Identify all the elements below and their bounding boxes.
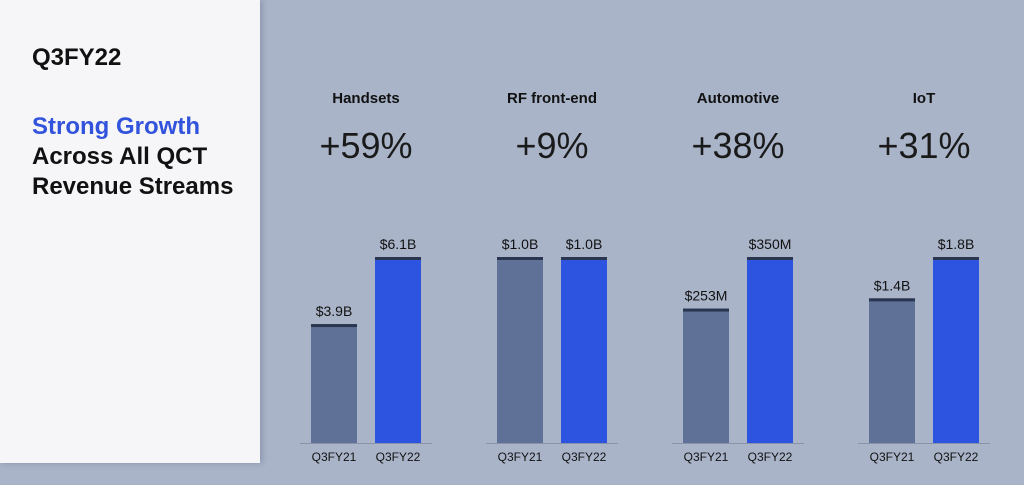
bar	[561, 257, 607, 443]
category-label: Q3FY22	[748, 450, 793, 464]
segment-growth-iot: +31%	[877, 125, 970, 166]
segment-growth-rf-front-end: +9%	[515, 125, 588, 166]
sidebar-panel: Q3FY22 Strong Growth Across All QCT Reve…	[0, 0, 260, 463]
bar	[683, 308, 729, 443]
bar	[311, 324, 357, 443]
headline-rest: Across All QCT Revenue Streams	[32, 143, 234, 200]
segment-title-automotive: Automotive	[697, 90, 780, 107]
headline-accent: Strong Growth	[32, 113, 200, 140]
category-label: Q3FY21	[684, 450, 729, 464]
segment-title-rf-front-end: RF front-end	[507, 90, 597, 107]
bar-cap	[311, 324, 357, 328]
bar-value-label: $1.8B	[938, 236, 975, 252]
bar-cap	[497, 257, 543, 260]
bar	[869, 298, 915, 443]
bar-value-label: $1.0B	[502, 236, 539, 252]
category-label: Q3FY21	[498, 450, 543, 464]
bar-cap	[747, 257, 793, 260]
segment-title-handsets: Handsets	[332, 90, 400, 107]
bar	[375, 257, 421, 443]
bar	[747, 257, 793, 443]
segment-title-iot: IoT	[913, 90, 936, 107]
segment-growth-automotive: +38%	[691, 125, 784, 166]
bar-cap	[933, 257, 979, 260]
bar	[933, 257, 979, 443]
bar-cap	[561, 257, 607, 260]
bar-cap	[683, 308, 729, 312]
period-title: Q3FY22	[32, 44, 122, 71]
bar-value-label: $3.9B	[316, 303, 353, 319]
bar-value-label: $1.0B	[566, 236, 603, 252]
bar-value-label: $6.1B	[380, 236, 417, 252]
category-label: Q3FY22	[376, 450, 421, 464]
headline: Strong Growth Across All QCT Revenue Str…	[32, 112, 252, 202]
category-label: Q3FY22	[562, 450, 607, 464]
segment-growth-handsets: +59%	[319, 125, 412, 166]
bar-value-label: $350M	[749, 236, 792, 252]
category-label: Q3FY21	[312, 450, 357, 464]
bar-value-label: $1.4B	[874, 277, 911, 293]
category-label: Q3FY21	[870, 450, 915, 464]
bar-value-label: $253M	[685, 288, 728, 304]
bar-cap	[869, 298, 915, 302]
bar-cap	[375, 257, 421, 260]
category-label: Q3FY22	[934, 450, 979, 464]
bar	[497, 257, 543, 443]
